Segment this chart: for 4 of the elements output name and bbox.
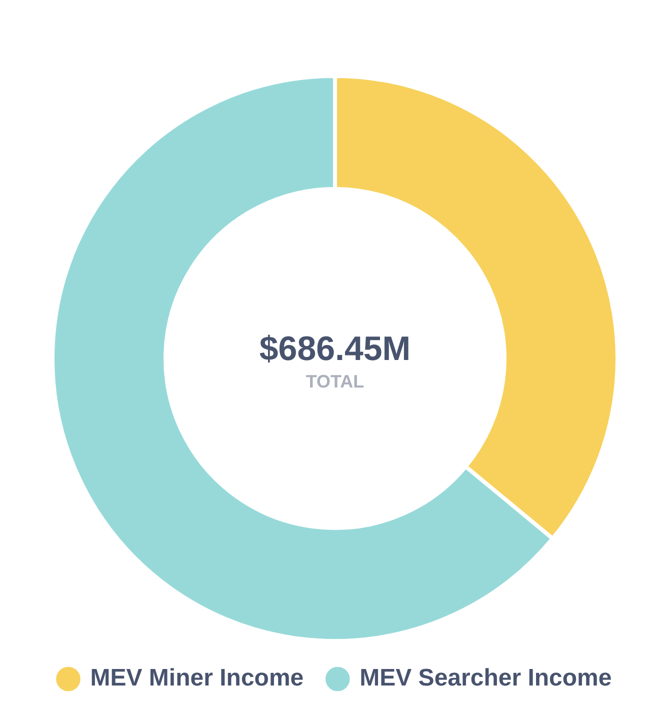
text: TOTAL <box>306 371 364 392</box>
legend-label: MEV Miner Income <box>90 664 304 692</box>
legend-label: MEV Searcher Income <box>360 664 612 692</box>
text: $686.45M <box>259 330 411 368</box>
